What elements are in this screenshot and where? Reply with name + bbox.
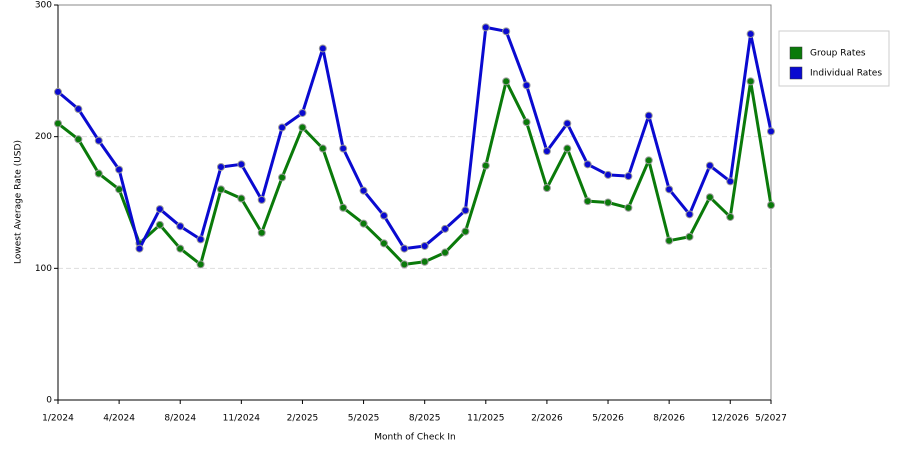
x-tick-label: 1/2024 (42, 414, 74, 424)
data-point (461, 206, 470, 215)
data-point (54, 119, 62, 128)
x-tick-label: 8/2024 (164, 414, 196, 424)
data-point (379, 211, 388, 220)
x-tick-label: 8/2026 (653, 414, 685, 424)
y-tick-label: 300 (35, 1, 52, 11)
x-tick-label: 5/2027 (755, 414, 787, 424)
data-point (522, 81, 531, 90)
data-point (318, 144, 327, 153)
x-tick-label: 11/2024 (223, 414, 261, 424)
data-point (542, 184, 551, 193)
data-point (74, 105, 83, 114)
data-point (155, 220, 164, 229)
data-point (563, 144, 572, 153)
x-tick-label: 5/2026 (592, 414, 624, 424)
y-tick-label: 0 (46, 396, 52, 406)
data-point (196, 260, 205, 269)
x-tick-label: 2/2025 (287, 414, 319, 424)
data-point (196, 235, 205, 244)
data-point (767, 201, 775, 210)
data-point (379, 239, 388, 248)
data-point (726, 212, 735, 221)
data-point (420, 241, 429, 250)
data-point (94, 136, 103, 145)
data-point (359, 219, 368, 228)
data-point (298, 108, 307, 117)
data-point (155, 205, 164, 214)
data-point (216, 185, 225, 194)
data-point (441, 248, 450, 257)
x-tick-label: 2/2026 (531, 414, 563, 424)
data-point (176, 222, 185, 231)
data-point (237, 194, 246, 203)
data-point (359, 186, 368, 195)
data-point (481, 23, 490, 32)
data-point (74, 135, 83, 144)
y-axis-title: Lowest Average Rate (USD) (14, 140, 24, 264)
legend-swatch (789, 46, 803, 60)
data-point (726, 177, 735, 186)
data-point (481, 161, 490, 170)
data-point (257, 195, 266, 204)
data-point (298, 123, 307, 132)
x-tick-label: 12/2026 (712, 414, 750, 424)
x-tick-label: 11/2025 (467, 414, 504, 424)
data-point (583, 197, 592, 206)
data-point (705, 161, 714, 170)
y-tick-label: 100 (35, 264, 52, 274)
series-line (57, 25, 773, 251)
data-point (318, 44, 327, 53)
data-point (685, 210, 694, 219)
data-point (278, 173, 287, 182)
data-point (644, 111, 653, 120)
data-point (461, 227, 470, 236)
data-point (400, 244, 409, 253)
data-point (339, 144, 348, 153)
data-point (767, 127, 775, 136)
data-point (665, 236, 674, 245)
legend-label: Individual Rates (810, 69, 882, 79)
legend-label: Group Rates (810, 49, 866, 59)
data-point (115, 165, 124, 174)
data-point (604, 170, 613, 179)
x-axis-title: Month of Check In (374, 433, 456, 443)
data-point (705, 193, 714, 202)
data-point (624, 172, 633, 181)
x-tick-label: 8/2025 (409, 414, 441, 424)
series-line (57, 79, 773, 266)
data-point (502, 27, 511, 36)
data-point (400, 260, 409, 269)
data-point (746, 77, 755, 86)
data-point (115, 185, 124, 194)
data-point (685, 232, 694, 241)
data-point (522, 118, 531, 127)
y-tick-label: 200 (35, 132, 52, 142)
data-point (135, 244, 144, 253)
data-point (94, 169, 103, 178)
plot-frame (57, 4, 772, 401)
data-point (665, 185, 674, 194)
data-point (339, 203, 348, 212)
data-point (54, 87, 62, 96)
data-point (746, 29, 755, 38)
x-tick-label: 5/2025 (348, 414, 380, 424)
x-tick-label: 4/2024 (103, 414, 135, 424)
data-point (644, 156, 653, 165)
data-point (278, 123, 287, 132)
data-point (583, 160, 592, 169)
data-point (257, 228, 266, 237)
data-point (604, 198, 613, 207)
legend-swatch (789, 66, 803, 80)
data-point (624, 203, 633, 212)
data-point (502, 77, 511, 86)
data-point (441, 224, 450, 233)
data-point (216, 162, 225, 171)
data-point (420, 257, 429, 266)
data-point (176, 244, 185, 253)
data-point (237, 160, 246, 169)
data-point (563, 119, 572, 128)
data-point (542, 147, 551, 156)
